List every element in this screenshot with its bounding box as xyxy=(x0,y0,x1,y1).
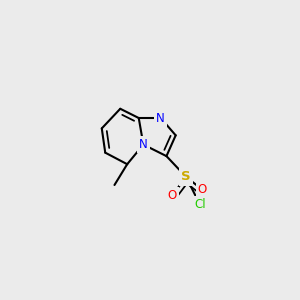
Text: O: O xyxy=(168,189,177,202)
Text: S: S xyxy=(181,170,191,183)
Text: N: N xyxy=(156,112,165,124)
Text: Cl: Cl xyxy=(194,198,206,211)
Text: N: N xyxy=(139,138,148,151)
Text: O: O xyxy=(198,183,207,196)
